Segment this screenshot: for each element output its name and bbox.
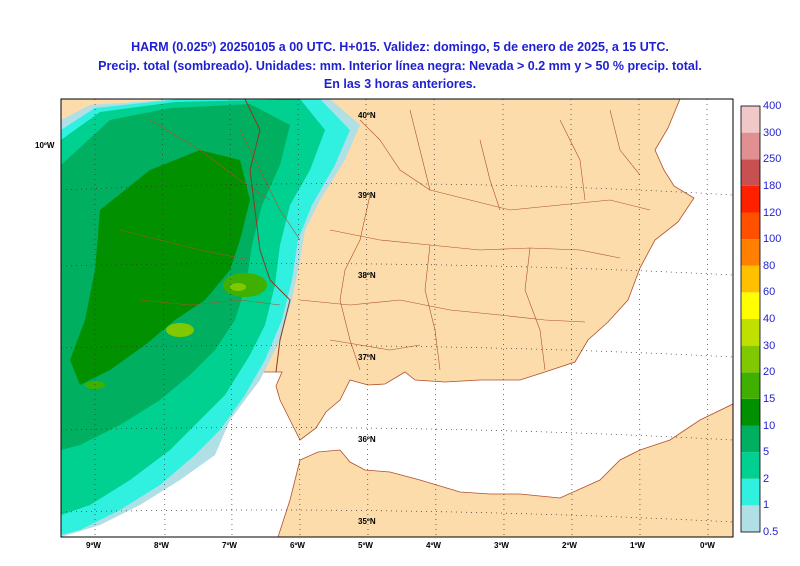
- lat-label-40: 40ºN: [358, 111, 376, 120]
- colorbar-label: 250: [763, 153, 782, 166]
- colorbar-label: 0.5: [763, 526, 779, 538]
- colorbar-label: 2: [763, 472, 770, 485]
- colorbar-segment: [741, 505, 760, 532]
- precip-20mm-core: [223, 273, 267, 297]
- graticule: [61, 99, 733, 537]
- lat-label-39: 39ºN: [358, 191, 376, 200]
- lat-label-38: 38ºN: [358, 271, 376, 280]
- colorbar: [740, 105, 761, 533]
- title-line-2: Precip. total (sombreado). Unidades: mm.…: [98, 58, 702, 73]
- colorbar-label: 400: [763, 100, 782, 112]
- colorbar-segment: [741, 292, 760, 319]
- lon-label-7w: 7ºW: [222, 541, 237, 550]
- lon-label-8w: 8ºW: [154, 541, 169, 550]
- region-borders: [119, 109, 651, 371]
- lat-label-36: 36ºN: [358, 435, 376, 444]
- precip-30mm-core: [166, 323, 194, 337]
- land-north-africa: [277, 403, 733, 537]
- lon-label-2w: 2ºW: [562, 541, 577, 550]
- lon-label-10w: 10ºW: [35, 141, 55, 150]
- lon-label-9w: 9ºW: [86, 541, 101, 550]
- lat-label-37: 37ºN: [358, 353, 376, 362]
- colorbar-label: 80: [763, 259, 776, 272]
- colorbar-segment: [741, 239, 760, 266]
- lon-label-3w: 3ºW: [494, 541, 509, 550]
- lon-label-4w: 4ºW: [426, 541, 441, 550]
- colorbar-label: 30: [763, 339, 776, 352]
- colorbar-label: 1: [763, 499, 770, 512]
- lon-label-0w: 0ºW: [700, 541, 715, 550]
- colorbar-segment: [741, 345, 760, 373]
- colorbar-segment: [741, 212, 760, 240]
- precip-15mm: [70, 150, 250, 385]
- colorbar-segment: [741, 478, 760, 506]
- colorbar-label: 15: [763, 392, 776, 405]
- map-frame: [60, 98, 734, 538]
- map-title: HARM (0.025º) 20250105 a 00 UTC. H+015. …: [0, 38, 800, 94]
- colorbar-segment: [741, 452, 760, 479]
- title-line-3: En las 3 horas anteriores.: [323, 77, 477, 91]
- colorbar-frame: [740, 105, 761, 533]
- lon-label-1w: 1ºW: [630, 541, 645, 550]
- title-line-1: HARM (0.025º) 20250105 a 00 UTC. H+015. …: [131, 40, 669, 54]
- lon-label-6w: 6ºW: [290, 541, 305, 550]
- colorbar-segment: [741, 159, 760, 186]
- colorbar-label: 10: [763, 419, 776, 432]
- precip-20mm-core-3: [85, 381, 105, 389]
- colorbar-segment: [741, 372, 760, 399]
- colorbar-segment: [741, 132, 760, 160]
- colorbar-label: 40: [763, 313, 776, 325]
- portugal-spain-border: [244, 99, 291, 373]
- colorbar-label: 100: [763, 233, 782, 246]
- colorbar-segment: [741, 425, 760, 453]
- colorbar-segment: [741, 319, 760, 346]
- colorbar-label: 300: [763, 126, 782, 139]
- colorbar-label: 20: [763, 366, 776, 379]
- colorbar-label: 120: [763, 206, 782, 219]
- colorbar-segment: [741, 185, 760, 213]
- colorbar-label: 180: [763, 179, 782, 192]
- colorbar-segment: [741, 398, 760, 426]
- colorbar-segment: [741, 265, 760, 293]
- lon-label-5w: 5ºW: [358, 541, 373, 550]
- lat-label-35: 35ºN: [358, 517, 376, 526]
- colorbar-label: 5: [763, 446, 770, 459]
- colorbar-segment: [741, 106, 760, 133]
- colorbar-label: 60: [763, 286, 776, 299]
- precip-30mm-core-2: [230, 283, 246, 291]
